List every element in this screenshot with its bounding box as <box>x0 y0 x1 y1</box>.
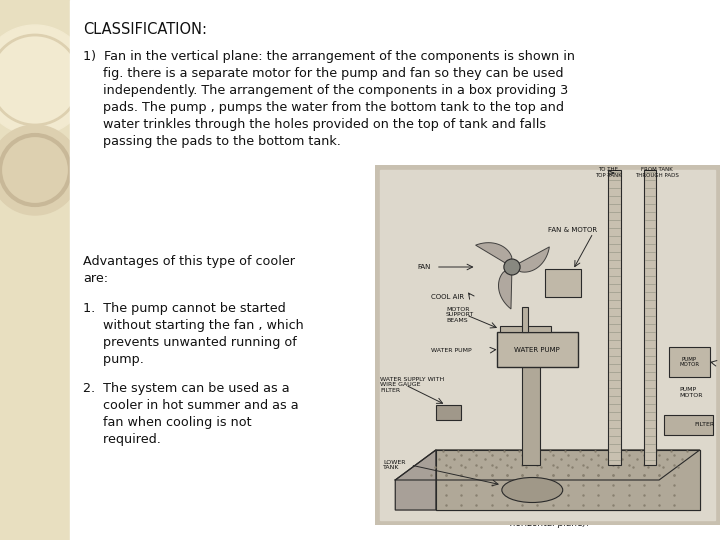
Text: WATER PUMP: WATER PUMP <box>431 348 472 353</box>
Text: fig. there is a separate motor for the pump and fan so they can be used: fig. there is a separate motor for the p… <box>83 67 564 80</box>
Text: required.: required. <box>83 433 161 446</box>
Bar <box>546 269 581 297</box>
Bar <box>497 332 578 367</box>
Text: fan when cooling is not: fan when cooling is not <box>83 416 251 429</box>
Text: COOL AIR: COOL AIR <box>431 294 464 300</box>
Bar <box>522 307 528 332</box>
Text: LOWER
TANK: LOWER TANK <box>383 460 405 470</box>
Circle shape <box>0 25 90 135</box>
Text: WATER PUMP: WATER PUMP <box>515 347 560 353</box>
Text: without starting the fan , which: without starting the fan , which <box>83 319 304 332</box>
Bar <box>644 170 656 465</box>
Text: independently. The arrangement of the components in a box providing 3: independently. The arrangement of the co… <box>83 84 568 97</box>
Text: prevents unwanted running of: prevents unwanted running of <box>83 336 297 349</box>
Text: CLASSIFICATION:: CLASSIFICATION: <box>83 22 207 37</box>
Text: 2.  The system can be used as a: 2. The system can be used as a <box>83 382 289 395</box>
Polygon shape <box>512 247 549 272</box>
Text: WATER SUPPLY WITH
WIRE GAUGE
FILTER: WATER SUPPLY WITH WIRE GAUGE FILTER <box>380 377 444 393</box>
Text: FAN: FAN <box>418 264 431 270</box>
Text: PUMP
MOTOR: PUMP MOTOR <box>680 356 700 367</box>
Text: are:: are: <box>83 272 108 285</box>
Text: PUMP
MOTOR: PUMP MOTOR <box>680 387 703 398</box>
Bar <box>670 347 710 377</box>
Text: FROM TANK
THROUGH PADS: FROM TANK THROUGH PADS <box>635 167 679 178</box>
Text: MOTOR
SUPPORT
BEAMS: MOTOR SUPPORT BEAMS <box>446 307 474 323</box>
Circle shape <box>504 259 520 275</box>
Text: pads. The pump , pumps the water from the bottom tank to the top and: pads. The pump , pumps the water from th… <box>83 101 564 114</box>
Text: TO THE
TOP TANK: TO THE TOP TANK <box>595 167 622 178</box>
Text: water trinkles through the holes provided on the top of tank and falls: water trinkles through the holes provide… <box>83 118 546 131</box>
Bar <box>664 415 713 435</box>
Circle shape <box>0 125 80 215</box>
Polygon shape <box>436 450 700 510</box>
Bar <box>0 0 70 540</box>
Polygon shape <box>498 267 512 309</box>
Polygon shape <box>395 450 700 480</box>
Text: 1.  The pump cannot be started: 1. The pump cannot be started <box>83 302 286 315</box>
Text: 1)  Fan in the vertical plane: the arrangement of the components is shown in: 1) Fan in the vertical plane: the arrang… <box>83 50 575 63</box>
Bar <box>500 326 551 332</box>
Bar <box>608 170 621 465</box>
Text: pump.: pump. <box>83 353 144 366</box>
Polygon shape <box>476 242 512 267</box>
Polygon shape <box>395 450 436 510</box>
Text: passing the pads to the bottom tank.: passing the pads to the bottom tank. <box>83 135 341 148</box>
Text: cooler in hot summer and as a: cooler in hot summer and as a <box>83 399 299 412</box>
Text: Advantages of this type of cooler: Advantages of this type of cooler <box>83 255 295 268</box>
Text: FAN & MOTOR: FAN & MOTOR <box>547 227 597 233</box>
Bar <box>436 405 462 420</box>
Ellipse shape <box>502 477 563 503</box>
Text: FILTER: FILTER <box>695 422 715 428</box>
Text: Fig. 30.13.  Arrangement of the fan in vertical plane (air flow in
horizontal pl: Fig. 30.13. Arrangement of the fan in ve… <box>407 509 693 528</box>
Bar <box>522 365 541 465</box>
